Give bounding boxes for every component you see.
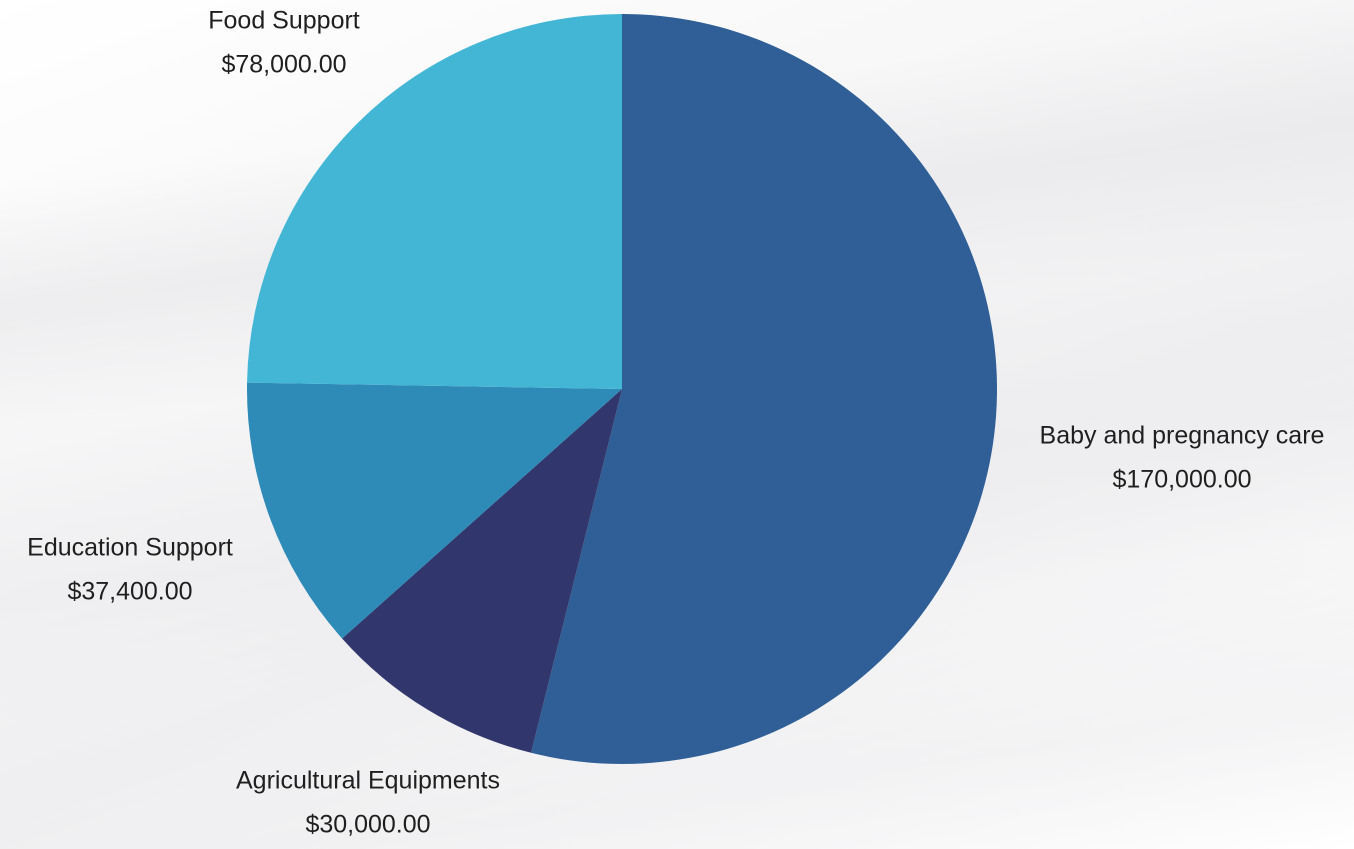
slice-name-label: Food Support [208,7,360,35]
slice-value-label: $30,000.00 [305,811,430,839]
pie-slice-agricultural-equipments [342,389,622,753]
slice-value-label: $37,400.00 [67,578,192,606]
slice-name-label: Education Support [27,534,233,562]
pie-slice-baby-and-pregnancy-care [531,14,997,764]
slice-value-label: $78,000.00 [221,51,346,79]
slice-value-label: $170,000.00 [1112,466,1251,494]
pie-labels: Baby and pregnancy care $170,000.00 Agricu… [27,7,1324,839]
pie-slice-education-support [246,382,622,639]
pie-slices [246,14,997,764]
slice-name-label: Baby and pregnancy care [1040,422,1325,450]
slice-name-label: Agricultural Equipments [236,767,500,795]
pie-slice-food-support [247,14,623,389]
